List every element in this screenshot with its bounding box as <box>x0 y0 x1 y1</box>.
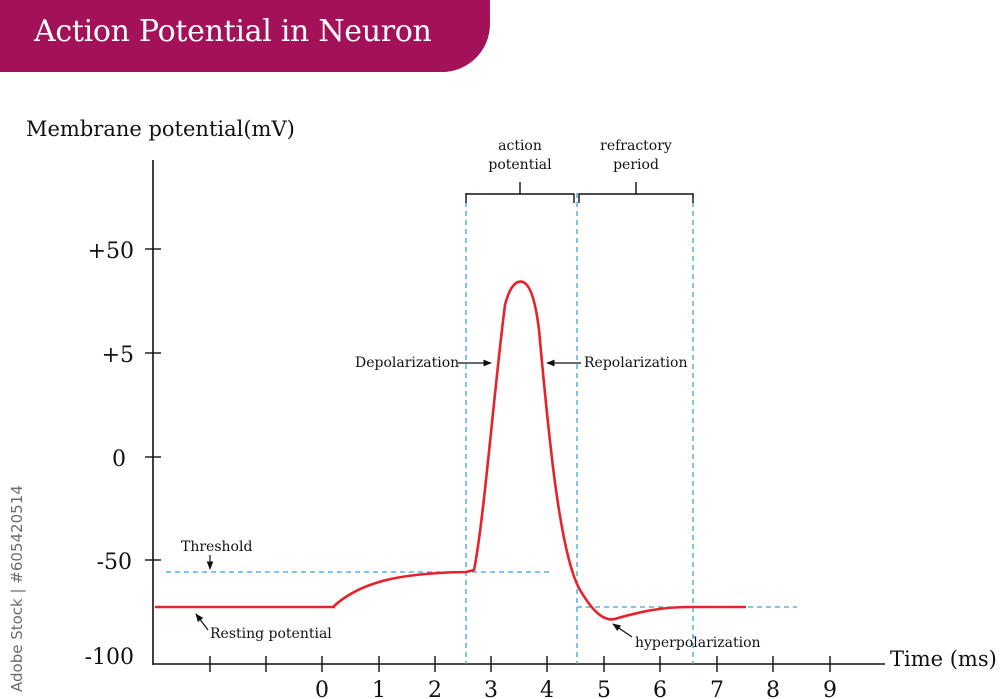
refractory-label-line1: refractory <box>600 138 672 154</box>
repolarization-label: Repolarization <box>584 355 687 371</box>
refractory-label-line2: period <box>613 157 659 173</box>
y-tick-label-minus100: -100 <box>85 645 134 670</box>
depolarization-label: Depolarization <box>355 355 459 371</box>
x-tick-label-9: 9 <box>823 678 837 699</box>
action-label-line2: potential <box>488 157 552 173</box>
x-tick-label-0: 0 <box>315 678 329 699</box>
resting-potential-label: Resting potential <box>210 626 332 642</box>
action-potential-curve <box>332 280 746 621</box>
x-tick-label-7: 7 <box>710 678 724 699</box>
y-tick-label-plus5: +5 <box>102 343 134 368</box>
y-axis-label: Membrane potential(mV) <box>26 117 295 141</box>
action-label-line1: action <box>498 138 542 154</box>
refractory-period-bracket <box>578 182 694 203</box>
y-tick-label-minus50: -50 <box>97 550 132 575</box>
x-tick-label-1: 1 <box>372 678 386 699</box>
x-ticks: 0 1 2 3 4 5 6 7 8 9 <box>209 656 837 699</box>
x-tick-label-4: 4 <box>540 678 554 699</box>
y-ticks: +50 +5 0 -50 -100 <box>85 239 161 670</box>
x-tick-label-6: 6 <box>653 678 667 699</box>
resting-potential-arrow <box>195 613 209 631</box>
title-banner: Action Potential in Neuron <box>0 0 490 72</box>
hyperpolarization-arrow <box>612 623 633 638</box>
threshold-label: Threshold <box>181 539 252 555</box>
y-tick-label-0: 0 <box>112 447 126 472</box>
page-title: Action Potential in Neuron <box>34 14 432 49</box>
x-axis-label: Time (ms) <box>890 647 997 671</box>
action-potential-bracket <box>465 182 575 203</box>
x-tick-label-2: 2 <box>428 678 442 699</box>
y-tick-label-plus50: +50 <box>88 239 134 264</box>
x-tick-label-8: 8 <box>766 678 780 699</box>
hyperpolarization-label: hyperpolarization <box>635 635 761 651</box>
guide-lines <box>166 193 797 664</box>
x-tick-label-5: 5 <box>597 678 611 699</box>
x-tick-label-3: 3 <box>484 678 498 699</box>
